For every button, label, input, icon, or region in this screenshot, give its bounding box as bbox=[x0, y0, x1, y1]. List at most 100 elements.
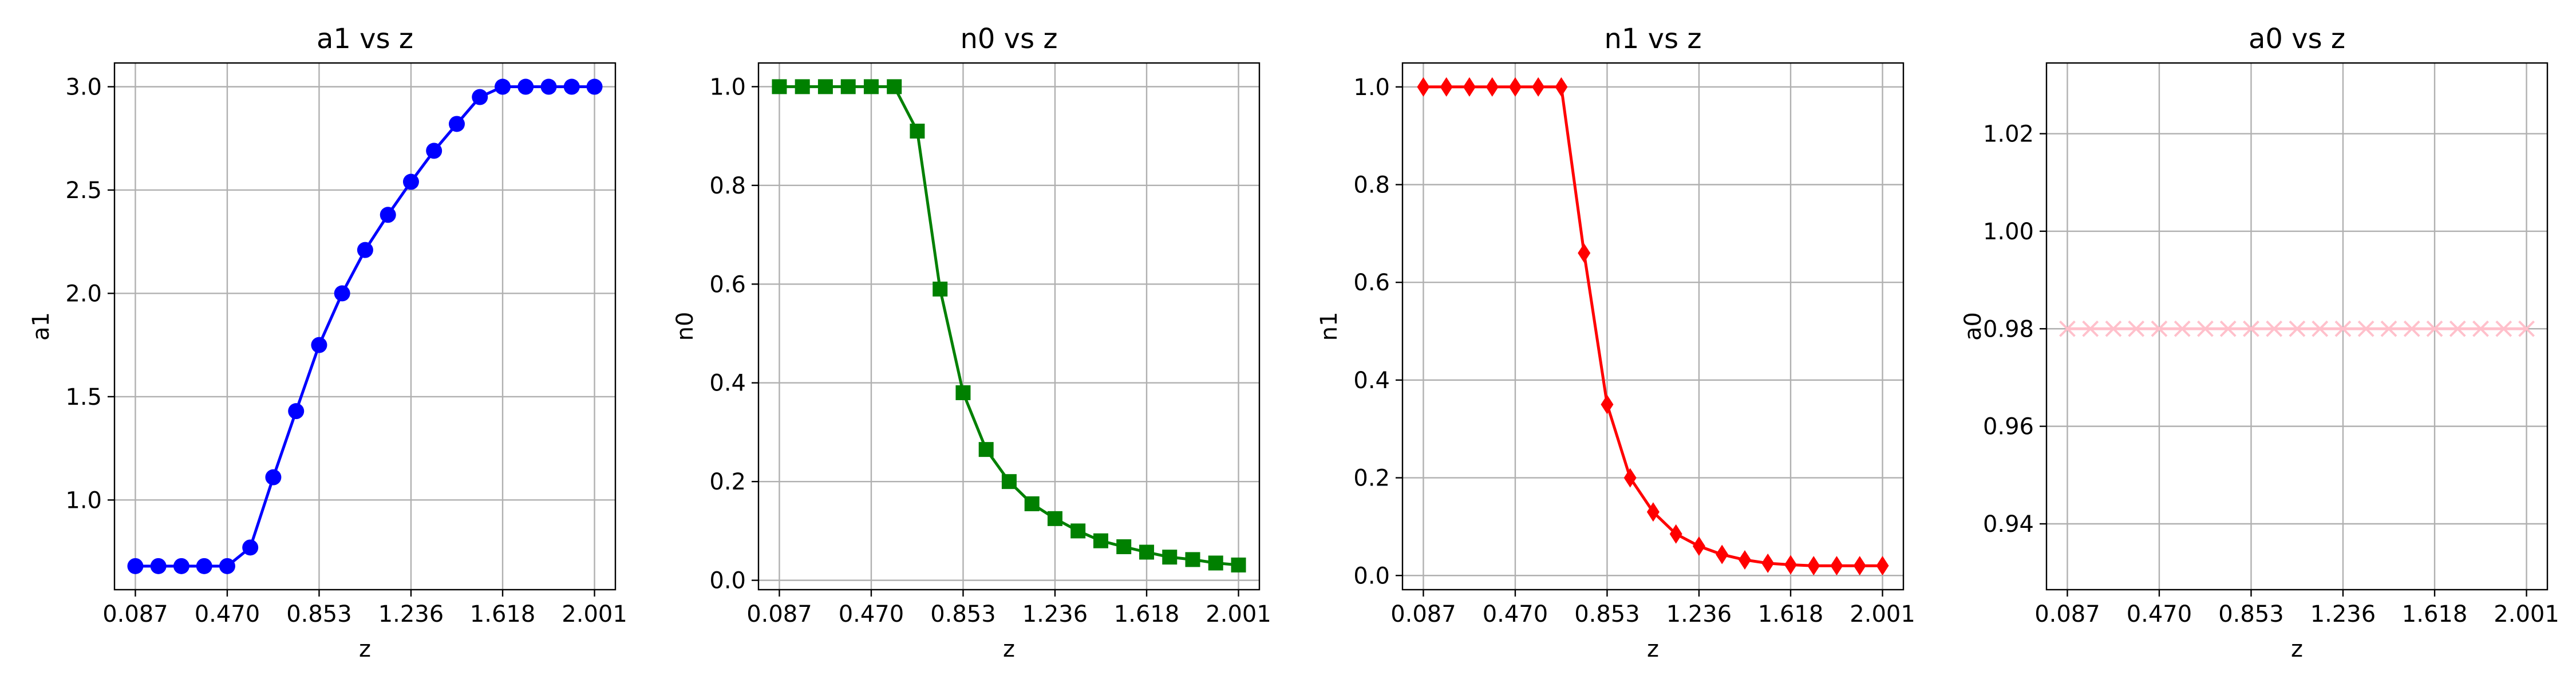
data-point bbox=[978, 442, 994, 457]
x-tick-label: 2.001 bbox=[1206, 601, 1271, 627]
data-point bbox=[2128, 320, 2145, 337]
data-point bbox=[380, 207, 396, 223]
chart-panel-1: 0.087 0.470 0.853 1.236 1.618 2.001 1.0 1.5 2.0 2… bbox=[28, 23, 627, 662]
data-point bbox=[772, 79, 787, 94]
plot-frame bbox=[113, 62, 617, 591]
data-point bbox=[2312, 320, 2329, 337]
x-tick-label: 0.470 bbox=[839, 601, 904, 627]
data-point bbox=[357, 242, 373, 258]
data-point bbox=[1093, 533, 1109, 548]
data-point bbox=[1185, 552, 1200, 567]
y-tick-label: 2.0 bbox=[65, 281, 102, 307]
data-point bbox=[1208, 555, 1223, 571]
x-tick-label: 2.001 bbox=[2494, 601, 2559, 627]
data-point bbox=[586, 78, 603, 95]
x-tick-label: 2.001 bbox=[562, 601, 627, 627]
data-point bbox=[150, 558, 167, 574]
data-point bbox=[1853, 556, 1866, 576]
chart-panel-4: 0.087 0.470 0.853 1.236 1.618 2.001 0.94 0.96 0.… bbox=[1960, 23, 2559, 662]
x-tick-label: 0.087 bbox=[2034, 601, 2100, 627]
y-tick-label: 1.0 bbox=[709, 74, 746, 100]
data-point bbox=[449, 116, 465, 132]
y-tick-label: 0.0 bbox=[709, 568, 746, 594]
y-tick-label: 3.0 bbox=[65, 74, 102, 101]
data-point bbox=[840, 79, 856, 94]
data-point bbox=[1646, 502, 1660, 522]
data-point bbox=[1716, 544, 1729, 564]
x-tick-label: 0.853 bbox=[2218, 601, 2284, 627]
data-point bbox=[1024, 496, 1040, 511]
data-point bbox=[2082, 320, 2099, 337]
data-point bbox=[2380, 320, 2397, 337]
x-axis-label: z bbox=[1647, 636, 1659, 662]
y-tick-label: 0.2 bbox=[1353, 465, 1390, 492]
data-point bbox=[2289, 320, 2306, 337]
chart-title: a0 vs z bbox=[2249, 23, 2345, 55]
data-point bbox=[2219, 320, 2237, 337]
data-point bbox=[1231, 557, 1246, 572]
data-point bbox=[173, 558, 189, 574]
x-tick-label: 1.618 bbox=[1758, 601, 1824, 627]
y-axis-label: n0 bbox=[672, 312, 698, 341]
plot-frame bbox=[1401, 62, 1905, 591]
data-point bbox=[2197, 320, 2214, 337]
data-point bbox=[1830, 556, 1843, 576]
data-point bbox=[887, 79, 902, 94]
data-point bbox=[2266, 320, 2283, 337]
data-point bbox=[2518, 320, 2535, 337]
data-point bbox=[1070, 523, 1086, 539]
x-tick-label: 1.236 bbox=[1666, 601, 1732, 627]
data-point bbox=[495, 78, 511, 95]
data-point bbox=[1578, 243, 1591, 263]
data-point bbox=[933, 281, 948, 297]
data-point bbox=[2403, 320, 2420, 337]
chart-title: n1 vs z bbox=[1604, 23, 1701, 55]
data-point bbox=[2151, 320, 2168, 337]
y-tick-label: 1.02 bbox=[1983, 121, 2034, 148]
x-tick-label: 0.470 bbox=[195, 601, 260, 627]
data-point bbox=[1440, 77, 1453, 97]
y-axis-label: n1 bbox=[1316, 312, 1342, 341]
data-point bbox=[2059, 320, 2076, 337]
series-line bbox=[135, 85, 595, 568]
y-axis-label: a1 bbox=[28, 312, 54, 341]
data-point bbox=[334, 285, 350, 302]
y-tick-label: 0.4 bbox=[1353, 368, 1390, 394]
data-point bbox=[2174, 320, 2191, 337]
data-point bbox=[1001, 474, 1017, 489]
x-tick-label: 0.853 bbox=[930, 601, 996, 627]
data-point bbox=[1162, 550, 1178, 565]
data-point bbox=[2105, 320, 2122, 337]
data-point bbox=[955, 385, 971, 400]
data-point bbox=[1485, 77, 1499, 97]
chart-panel-3: 0.087 0.470 0.853 1.236 1.618 2.001 0.0 0.2 0.4 0… bbox=[1316, 23, 1915, 662]
x-tick-label: 0.087 bbox=[102, 601, 168, 627]
data-point bbox=[127, 558, 144, 574]
chart-panel-2: 0.087 0.470 0.853 1.236 1.618 2.001 0.0 0.2 0.4 0… bbox=[672, 23, 1271, 662]
data-point bbox=[1739, 550, 1752, 570]
x-tick-label: 0.853 bbox=[286, 601, 352, 627]
data-point bbox=[1601, 394, 1614, 414]
data-point bbox=[863, 79, 879, 94]
y-tick-label: 0.8 bbox=[1353, 172, 1390, 199]
data-point bbox=[1807, 556, 1820, 576]
data-point bbox=[1532, 77, 1545, 97]
data-point bbox=[1417, 77, 1430, 97]
data-point bbox=[265, 469, 282, 485]
data-point bbox=[1463, 77, 1476, 97]
data-point bbox=[563, 78, 580, 95]
data-point bbox=[242, 539, 259, 556]
data-point bbox=[1761, 553, 1775, 573]
y-tick-label: 0.96 bbox=[1983, 414, 2034, 440]
x-axis-label: z bbox=[359, 636, 371, 662]
x-tick-label: 0.470 bbox=[2127, 601, 2192, 627]
data-point bbox=[1139, 544, 1155, 560]
x-axis-label: z bbox=[2291, 636, 2303, 662]
plot-frame bbox=[2045, 62, 2549, 591]
x-axis-label: z bbox=[1003, 636, 1015, 662]
data-point bbox=[1784, 555, 1797, 575]
data-point bbox=[795, 79, 810, 94]
data-point bbox=[1047, 511, 1062, 526]
data-point bbox=[1669, 524, 1682, 544]
